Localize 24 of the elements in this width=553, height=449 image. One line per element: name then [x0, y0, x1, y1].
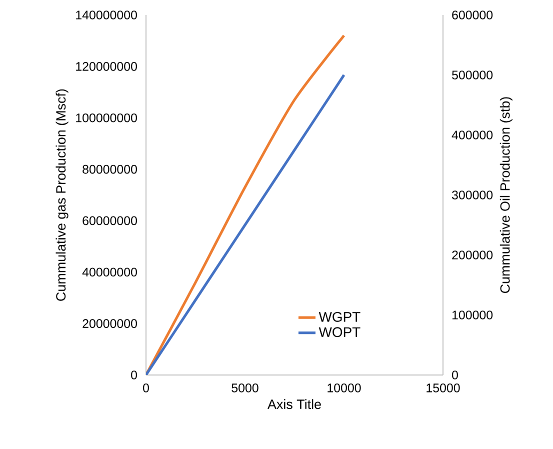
y-axis-title: Cummulative gas Production (Mscf) [56, 89, 68, 301]
y2-tick-label: 0 [452, 370, 458, 380]
legend-label: WGPT [318, 312, 360, 322]
y2-tick-label: 100000 [452, 310, 493, 320]
x-tick-label: 5000 [232, 384, 258, 392]
y-tick-label: 20000000 [82, 319, 137, 328]
y2-tick-label: 600000 [452, 10, 493, 20]
y2-tick-label: 200000 [452, 250, 493, 260]
y-tick-label: 120000000 [76, 62, 137, 71]
y-tick-label: 60000000 [82, 216, 137, 226]
legend-label: WOPT [318, 327, 360, 338]
x-axis-title: Axis Title [268, 399, 321, 410]
y2-tick-label: 400000 [452, 130, 493, 140]
y-tick-label: 100000000 [76, 113, 137, 122]
y-tick-label: 40000000 [82, 268, 137, 277]
x-tick-label: 15000 [426, 384, 460, 392]
y2-tick-label: 300000 [452, 190, 493, 200]
y2-axis-title: Cummulative Oil Production (stb) [500, 97, 512, 293]
y-tick-label: 140000000 [76, 10, 137, 20]
y-tick-label: 0 [131, 370, 137, 380]
x-tick-label: 0 [143, 384, 149, 392]
y2-tick-label: 500000 [452, 70, 493, 80]
y-tick-label: 80000000 [82, 164, 137, 174]
x-tick-label: 10000 [328, 384, 361, 392]
